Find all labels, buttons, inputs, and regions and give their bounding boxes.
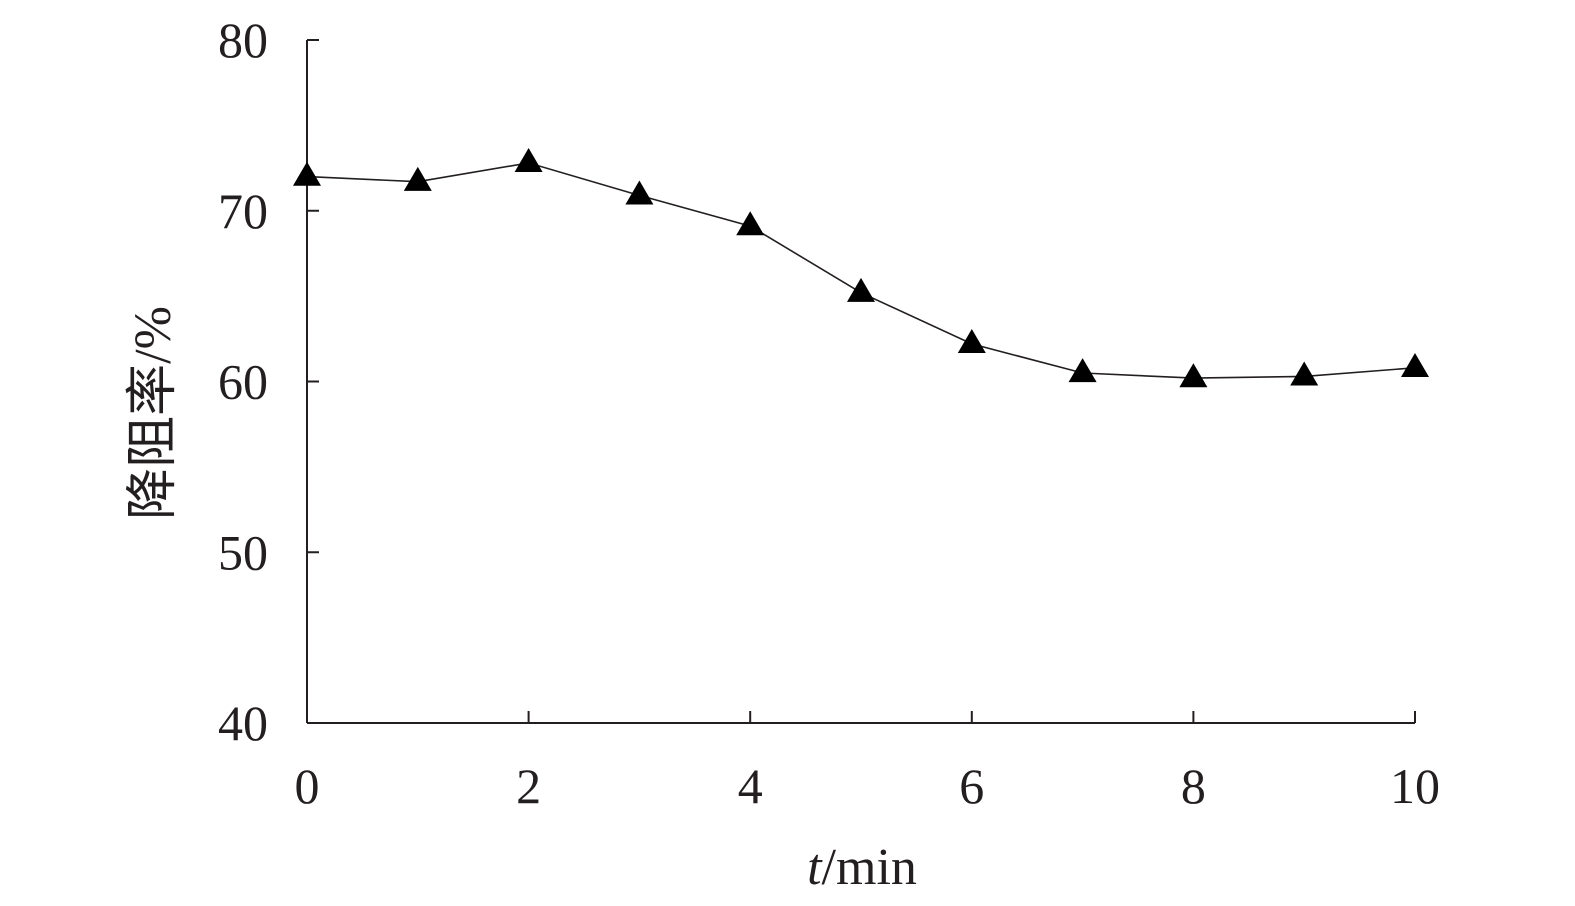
axes [306, 40, 1415, 724]
data-point-marker [736, 211, 765, 236]
data-point-marker [957, 329, 986, 354]
x-tick-label: 6 [959, 758, 984, 814]
y-tick-label: 70 [218, 183, 268, 239]
x-tick-label: 0 [295, 758, 320, 814]
x-tick-label: 8 [1181, 758, 1206, 814]
data-point-marker [847, 277, 875, 302]
y-axis-title: 降阻率/% [125, 306, 182, 520]
y-axis-ticks: 40 50 60 70 80 [218, 12, 319, 751]
data-point-marker [1290, 361, 1319, 386]
series-group [293, 148, 1429, 388]
data-point-marker [625, 180, 654, 205]
x-axis-ticks: 0 2 4 6 8 10 [295, 711, 1440, 814]
x-axis-unit: /min [822, 839, 917, 896]
y-tick-label: 60 [218, 354, 268, 410]
x-tick-label: 10 [1390, 758, 1440, 814]
data-point-marker [514, 148, 543, 173]
series-line [306, 162, 1416, 379]
data-point-marker [1179, 363, 1208, 388]
y-tick-label: 80 [218, 12, 268, 68]
y-tick-label: 40 [218, 695, 268, 751]
x-tick-label: 2 [516, 758, 541, 814]
x-axis-title: t/min [807, 839, 917, 896]
x-tick-label: 4 [738, 758, 763, 814]
data-point-marker [1068, 358, 1097, 383]
data-point-marker [1401, 352, 1429, 377]
x-axis-variable: t [807, 839, 823, 896]
data-point-marker [293, 161, 321, 186]
y-tick-label: 50 [218, 524, 268, 580]
data-point-marker [403, 166, 432, 191]
